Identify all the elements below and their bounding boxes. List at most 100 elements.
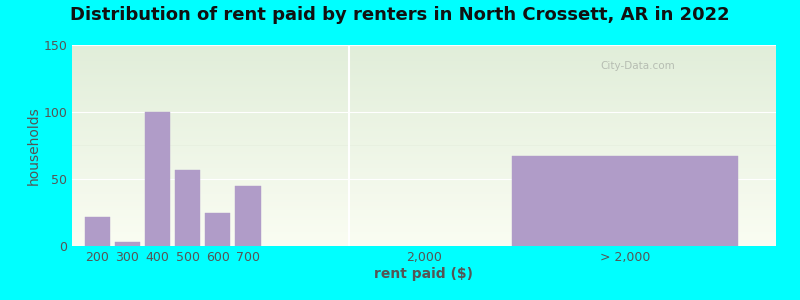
Bar [72,178,776,180]
Bar [72,154,776,155]
Bar [72,111,776,113]
Bar [72,119,776,122]
Bar [72,97,776,99]
Bar [72,115,776,117]
Bar [72,65,776,67]
Bar [72,146,776,148]
Bar [72,240,776,242]
Bar [72,95,776,97]
Bar [72,109,776,111]
Bar [72,59,776,61]
Bar [72,113,776,115]
Bar [72,188,776,190]
Bar [72,87,776,89]
Bar [72,69,776,71]
Bar [72,218,776,220]
Bar [72,224,776,226]
Bar [72,51,776,53]
Text: City-Data.com: City-Data.com [600,61,674,71]
Bar [72,77,776,79]
Bar [72,131,776,134]
Bar [72,200,776,202]
Bar [72,236,776,238]
Bar [72,107,776,109]
Bar [72,103,776,105]
Bar [72,99,776,101]
Bar [72,67,776,69]
Bar [72,158,776,160]
Bar [72,128,776,129]
Bar [72,212,776,214]
Bar [72,122,776,123]
Bar [72,71,776,73]
Bar [72,232,776,234]
Bar [72,186,776,188]
Bar [72,182,776,184]
X-axis label: rent paid ($): rent paid ($) [374,267,474,280]
Bar [72,61,776,63]
Bar [72,238,776,240]
Bar [85,217,110,246]
Bar [72,135,776,137]
Bar [72,117,776,119]
Bar [72,79,776,81]
Bar [72,180,776,182]
Bar [72,134,776,135]
Bar [72,55,776,57]
Bar [72,206,776,208]
Bar [72,202,776,204]
Bar [72,162,776,164]
Bar [72,123,776,125]
Bar [72,220,776,222]
Y-axis label: households: households [26,106,41,185]
Bar [72,129,776,131]
Bar [72,204,776,206]
Bar [72,155,776,158]
Bar [72,105,776,107]
Bar [72,226,776,228]
Bar [72,73,776,75]
Bar [72,222,776,224]
Bar [72,166,776,168]
Bar [72,137,776,140]
Bar [72,214,776,216]
Bar [72,216,776,218]
Bar [175,169,200,246]
Bar [72,91,776,93]
Bar [72,152,776,154]
Bar [72,192,776,194]
Bar [72,149,776,152]
Bar [72,148,776,149]
Bar [72,169,776,172]
Bar [114,242,140,246]
Bar [72,45,776,47]
Bar [72,160,776,162]
Bar [235,186,261,246]
Bar [72,142,776,143]
Bar [72,47,776,49]
Text: Distribution of rent paid by renters in North Crossett, AR in 2022: Distribution of rent paid by renters in … [70,6,730,24]
Bar [72,198,776,200]
Bar [72,194,776,196]
Bar [72,81,776,83]
Bar [72,242,776,244]
Bar [72,89,776,91]
Bar [72,190,776,192]
Bar [72,101,776,103]
Bar [72,53,776,55]
Bar [72,196,776,198]
Bar [72,140,776,142]
Bar [72,184,776,186]
Bar [72,143,776,146]
Bar [72,228,776,230]
Bar [72,63,776,65]
Bar [72,230,776,232]
Bar [206,212,230,246]
Bar [72,85,776,87]
Bar [72,244,776,246]
Bar [72,164,776,166]
Bar [72,83,776,85]
Bar [72,234,776,236]
Bar [72,208,776,210]
Bar [145,112,170,246]
